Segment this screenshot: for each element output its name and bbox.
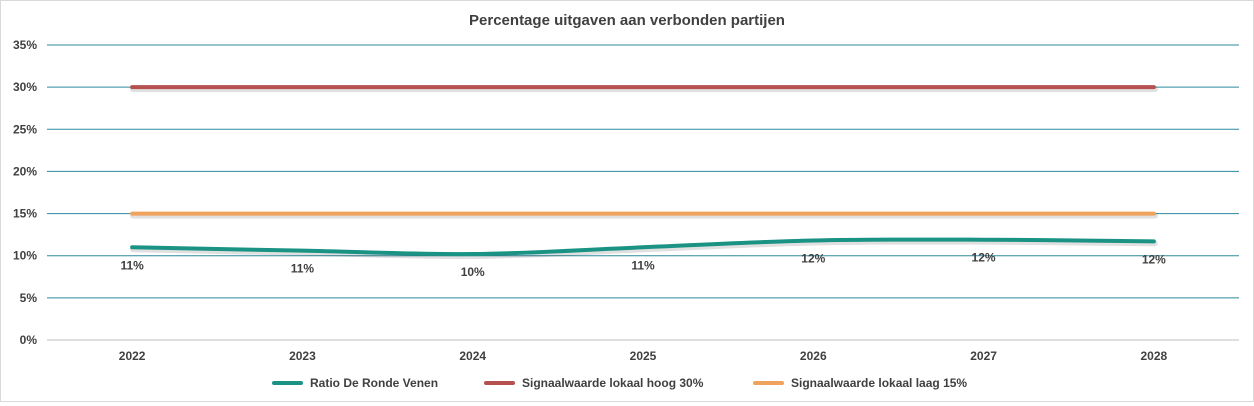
x-tick-label: 2026 [800,349,827,363]
y-tick-label: 15% [13,207,37,221]
data-label: 11% [631,258,655,272]
y-tick-label: 25% [13,122,37,136]
data-labels: 11% 11% 10% 11% 12% 12% 12% [120,251,1166,279]
legend-label: Ratio De Ronde Venen [310,376,438,390]
data-label: 11% [291,262,315,276]
x-axis-ticks: 2022 2023 2024 2025 2026 2027 2028 [119,349,1168,363]
y-tick-label: 5% [20,291,38,305]
y-tick-label: 30% [13,80,37,94]
data-label: 12% [801,252,825,266]
y-tick-label: 10% [13,249,37,263]
x-tick-label: 2022 [119,349,146,363]
data-label: 12% [972,251,996,265]
y-tick-label: 20% [13,164,37,178]
series-line [130,237,1156,257]
series-lines [130,85,1158,260]
x-tick-label: 2027 [970,349,997,363]
y-tick-label: 35% [13,38,37,52]
y-axis-ticks: 0% 5% 10% 15% 20% 25% 30% 35% [13,38,37,347]
legend: Ratio De Ronde Venen Signaalwaarde lokaal… [272,376,967,390]
x-tick-label: 2028 [1141,349,1168,363]
data-label: 12% [1142,252,1166,266]
y-tick-label: 0% [20,333,38,347]
x-tick-label: 2025 [630,349,657,363]
data-label: 11% [120,258,144,272]
x-tick-label: 2024 [459,349,486,363]
chart-title: Percentage uitgaven aan verbonden partij… [469,12,785,29]
data-label: 10% [461,265,485,279]
x-tick-label: 2023 [289,349,316,363]
legend-label: Signaalwaarde lokaal hoog 30% [522,376,704,390]
legend-label: Signaalwaarde lokaal laag 15% [791,376,967,390]
